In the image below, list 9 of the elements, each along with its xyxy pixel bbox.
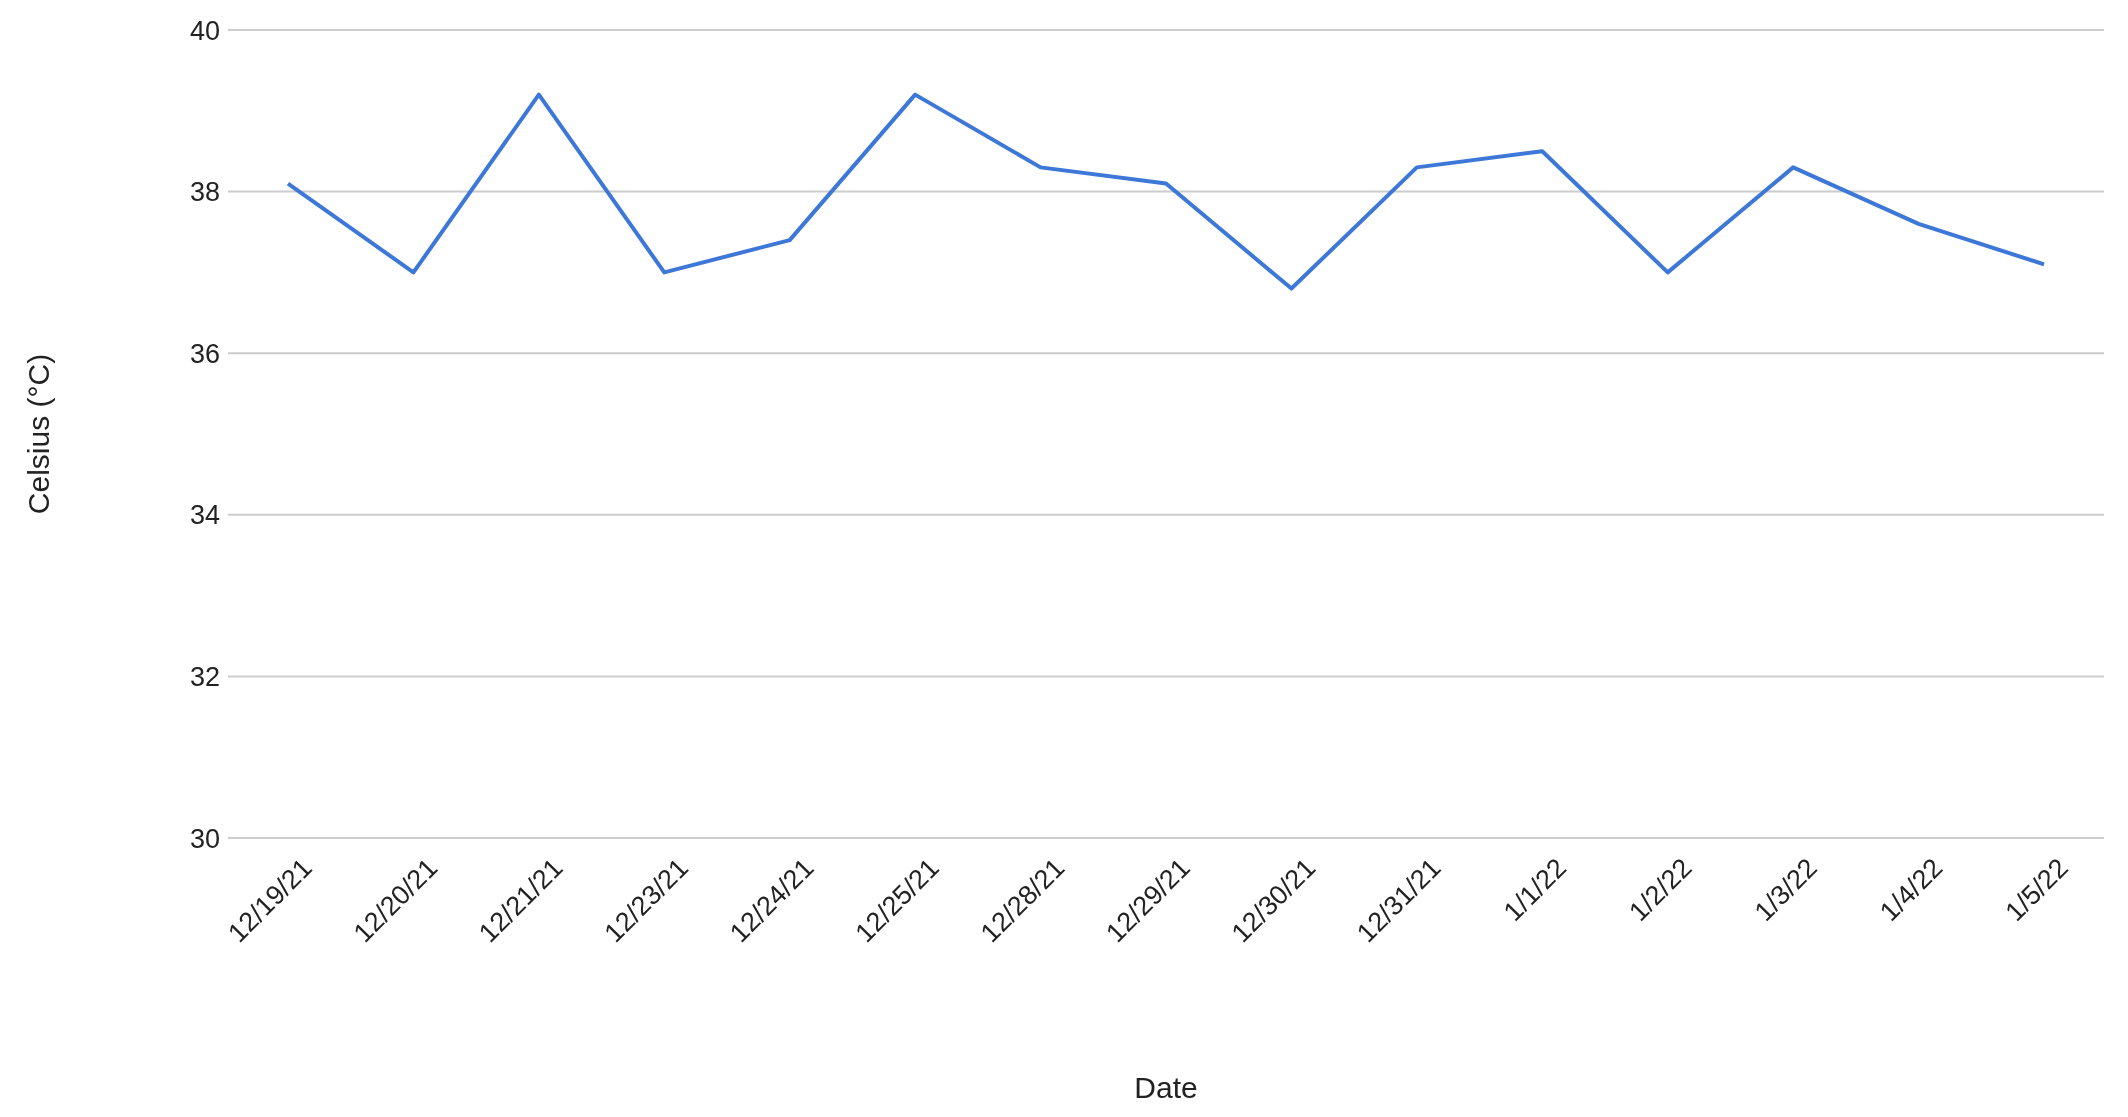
y-tick-label: 30 (189, 823, 220, 854)
line-series (286, 92, 2046, 291)
y-tick-label: 34 (189, 500, 220, 531)
y-axis-title: Celsius (°C) (21, 353, 55, 515)
y-tick-label: 32 (189, 661, 220, 692)
y-tick-label: 40 (189, 15, 220, 46)
y-tick-label: 38 (189, 177, 220, 208)
y-tick-label: 36 (189, 338, 220, 369)
x-axis-title: Date (1134, 1071, 1198, 1104)
